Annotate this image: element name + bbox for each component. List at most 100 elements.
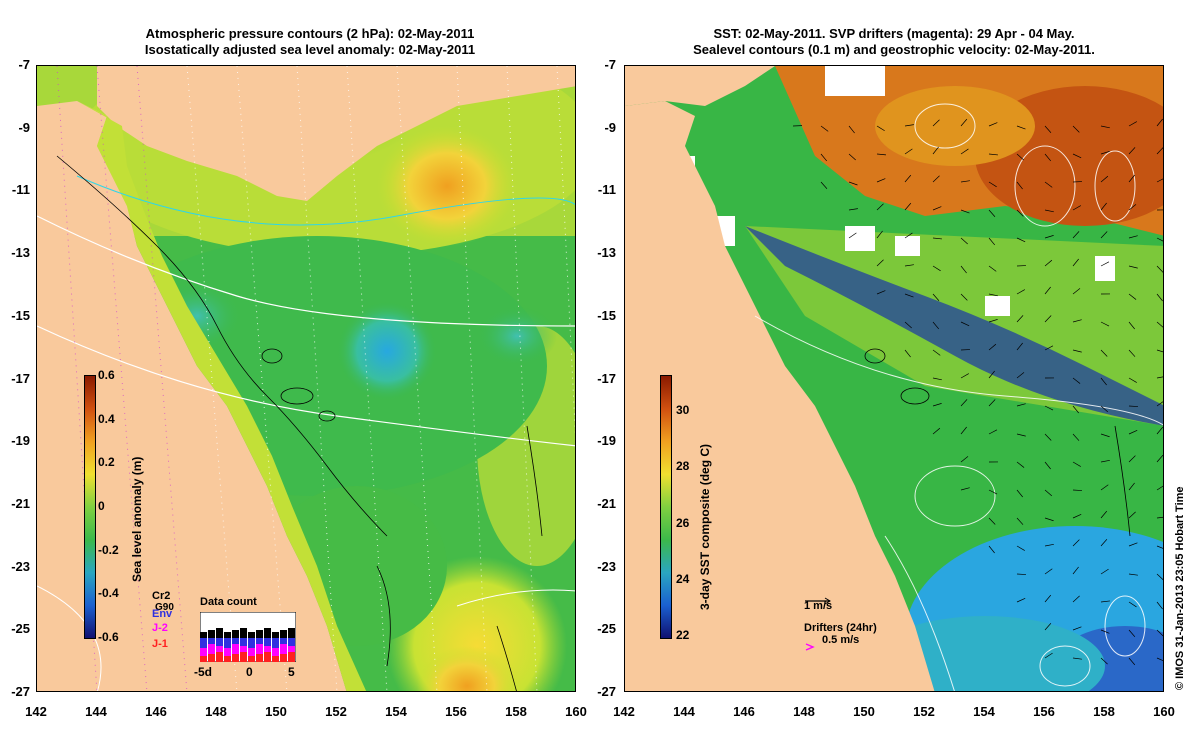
velocity-arrow	[904, 321, 912, 329]
velocity-arrow	[876, 259, 884, 267]
velocity-arrow	[1100, 600, 1110, 603]
velocity-arrow	[1044, 345, 1054, 351]
velocity-arrow	[1100, 349, 1108, 357]
velocity-arrow	[1072, 489, 1083, 491]
data-count-bar	[240, 628, 247, 638]
velocity-arrow	[988, 370, 995, 379]
y-tick-label: -25	[11, 621, 30, 637]
x-tick-label: 142	[25, 704, 47, 719]
velocity-arrow	[904, 293, 914, 298]
x-tick-label: 146	[733, 704, 755, 719]
data-count-bar	[224, 656, 231, 662]
velocity-arrow	[1156, 376, 1163, 379]
velocity-arrow	[1128, 174, 1135, 183]
velocity-arrow	[904, 232, 913, 239]
y-tick-label: -9	[604, 119, 616, 135]
velocity-scale-label: 1 m/s	[804, 600, 833, 612]
x-tick-label: 142	[613, 704, 635, 719]
data-count-bar	[232, 644, 239, 654]
y-tick-label: -27	[597, 684, 616, 699]
velocity-arrow	[1100, 484, 1109, 491]
velocity-arrow	[876, 125, 885, 132]
velocity-arrow	[1044, 235, 1054, 239]
y-tick-label: -7	[18, 57, 30, 72]
velocity-arrow	[960, 487, 970, 491]
x-tick-label: 148	[793, 704, 815, 719]
y-tick-label: -21	[597, 495, 616, 511]
data-count-bar	[216, 652, 223, 662]
velocity-arrow	[1128, 629, 1136, 638]
velocity-arrow	[1072, 288, 1081, 295]
velocity-arrow	[932, 146, 939, 155]
velocity-arrow	[1156, 401, 1163, 407]
x-tick-label: 154	[385, 704, 407, 719]
velocity-arrow	[960, 265, 967, 274]
data-count-bar	[200, 656, 207, 662]
data-count-bar	[200, 648, 207, 656]
velocity-arrow	[932, 403, 942, 407]
velocity-arrow	[932, 427, 941, 435]
velocity-arrow	[1156, 454, 1163, 463]
data-count-bar	[256, 638, 263, 644]
velocity-arrow	[1044, 315, 1052, 323]
left-title-line1: Atmospheric pressure contours (2 hPa): 0…	[145, 26, 475, 41]
velocity-arrow	[988, 265, 997, 272]
velocity-arrow	[1016, 517, 1024, 525]
velocity-arrow	[848, 208, 858, 211]
y-tick-label: -27	[11, 684, 30, 699]
data-count-bar	[240, 652, 247, 662]
velocity-arrow	[1044, 594, 1052, 603]
x-tick-label: 152	[913, 704, 935, 719]
data-count-bar	[280, 644, 287, 654]
velocity-arrow	[1044, 405, 1054, 411]
velocity-arrow	[1128, 349, 1136, 357]
velocity-arrow	[1156, 516, 1163, 519]
velocity-arrow	[1016, 489, 1023, 498]
velocity-arrow	[1072, 258, 1079, 267]
velocity-arrow	[1072, 539, 1080, 547]
velocity-arrow	[1100, 538, 1108, 547]
x-tick-label: 144	[85, 704, 107, 719]
velocity-arrow	[1100, 377, 1107, 386]
velocity-arrow	[1072, 461, 1081, 467]
data-count-bar	[256, 630, 263, 638]
velocity-arrow	[1072, 205, 1081, 211]
data-count-bar	[224, 638, 231, 648]
velocity-arrow	[988, 237, 996, 246]
data-count-bar	[272, 632, 279, 638]
velocity-arrow	[1072, 657, 1082, 660]
velocity-arrow	[988, 429, 998, 435]
colorbar-tick-label: 22	[676, 628, 690, 642]
velocity-arrow	[1072, 513, 1082, 519]
data-count-bar	[232, 654, 239, 662]
colorbar-tick-label: 24	[676, 571, 690, 586]
data-count-bar	[232, 630, 239, 638]
velocity-arrow	[1016, 461, 1025, 468]
data-count-bar	[200, 632, 207, 638]
drifters-scale-label: 0.5 m/s	[822, 634, 860, 646]
data-count-bar	[280, 630, 287, 638]
velocity-arrow	[1128, 121, 1137, 127]
velocity-arrow	[1044, 517, 1054, 522]
data-count-bar	[216, 646, 223, 652]
velocity-arrow	[1016, 372, 1025, 379]
velocity-arrow	[932, 206, 942, 211]
y-tick-label: -7	[604, 57, 616, 72]
velocity-arrow	[1156, 426, 1163, 435]
y-tick-label: -25	[597, 621, 616, 637]
velocity-arrow	[1100, 629, 1110, 634]
velocity-arrow	[1044, 461, 1051, 470]
velocity-arrow	[1128, 405, 1139, 407]
y-tick-label: -9	[18, 119, 30, 135]
velocity-arrow	[1100, 405, 1109, 413]
velocity-arrow	[1100, 459, 1110, 463]
satellite-g90: G90	[155, 602, 174, 613]
velocity-arrow	[1044, 489, 1053, 497]
velocity-arrow	[1128, 482, 1135, 491]
velocity-arrow	[1016, 573, 1027, 575]
data-count-tick-5: 5	[288, 665, 295, 679]
velocity-arrow	[1016, 342, 1023, 351]
velocity-arrow	[988, 181, 997, 188]
velocity-arrow	[876, 178, 886, 183]
velocity-arrow	[1044, 259, 1053, 267]
